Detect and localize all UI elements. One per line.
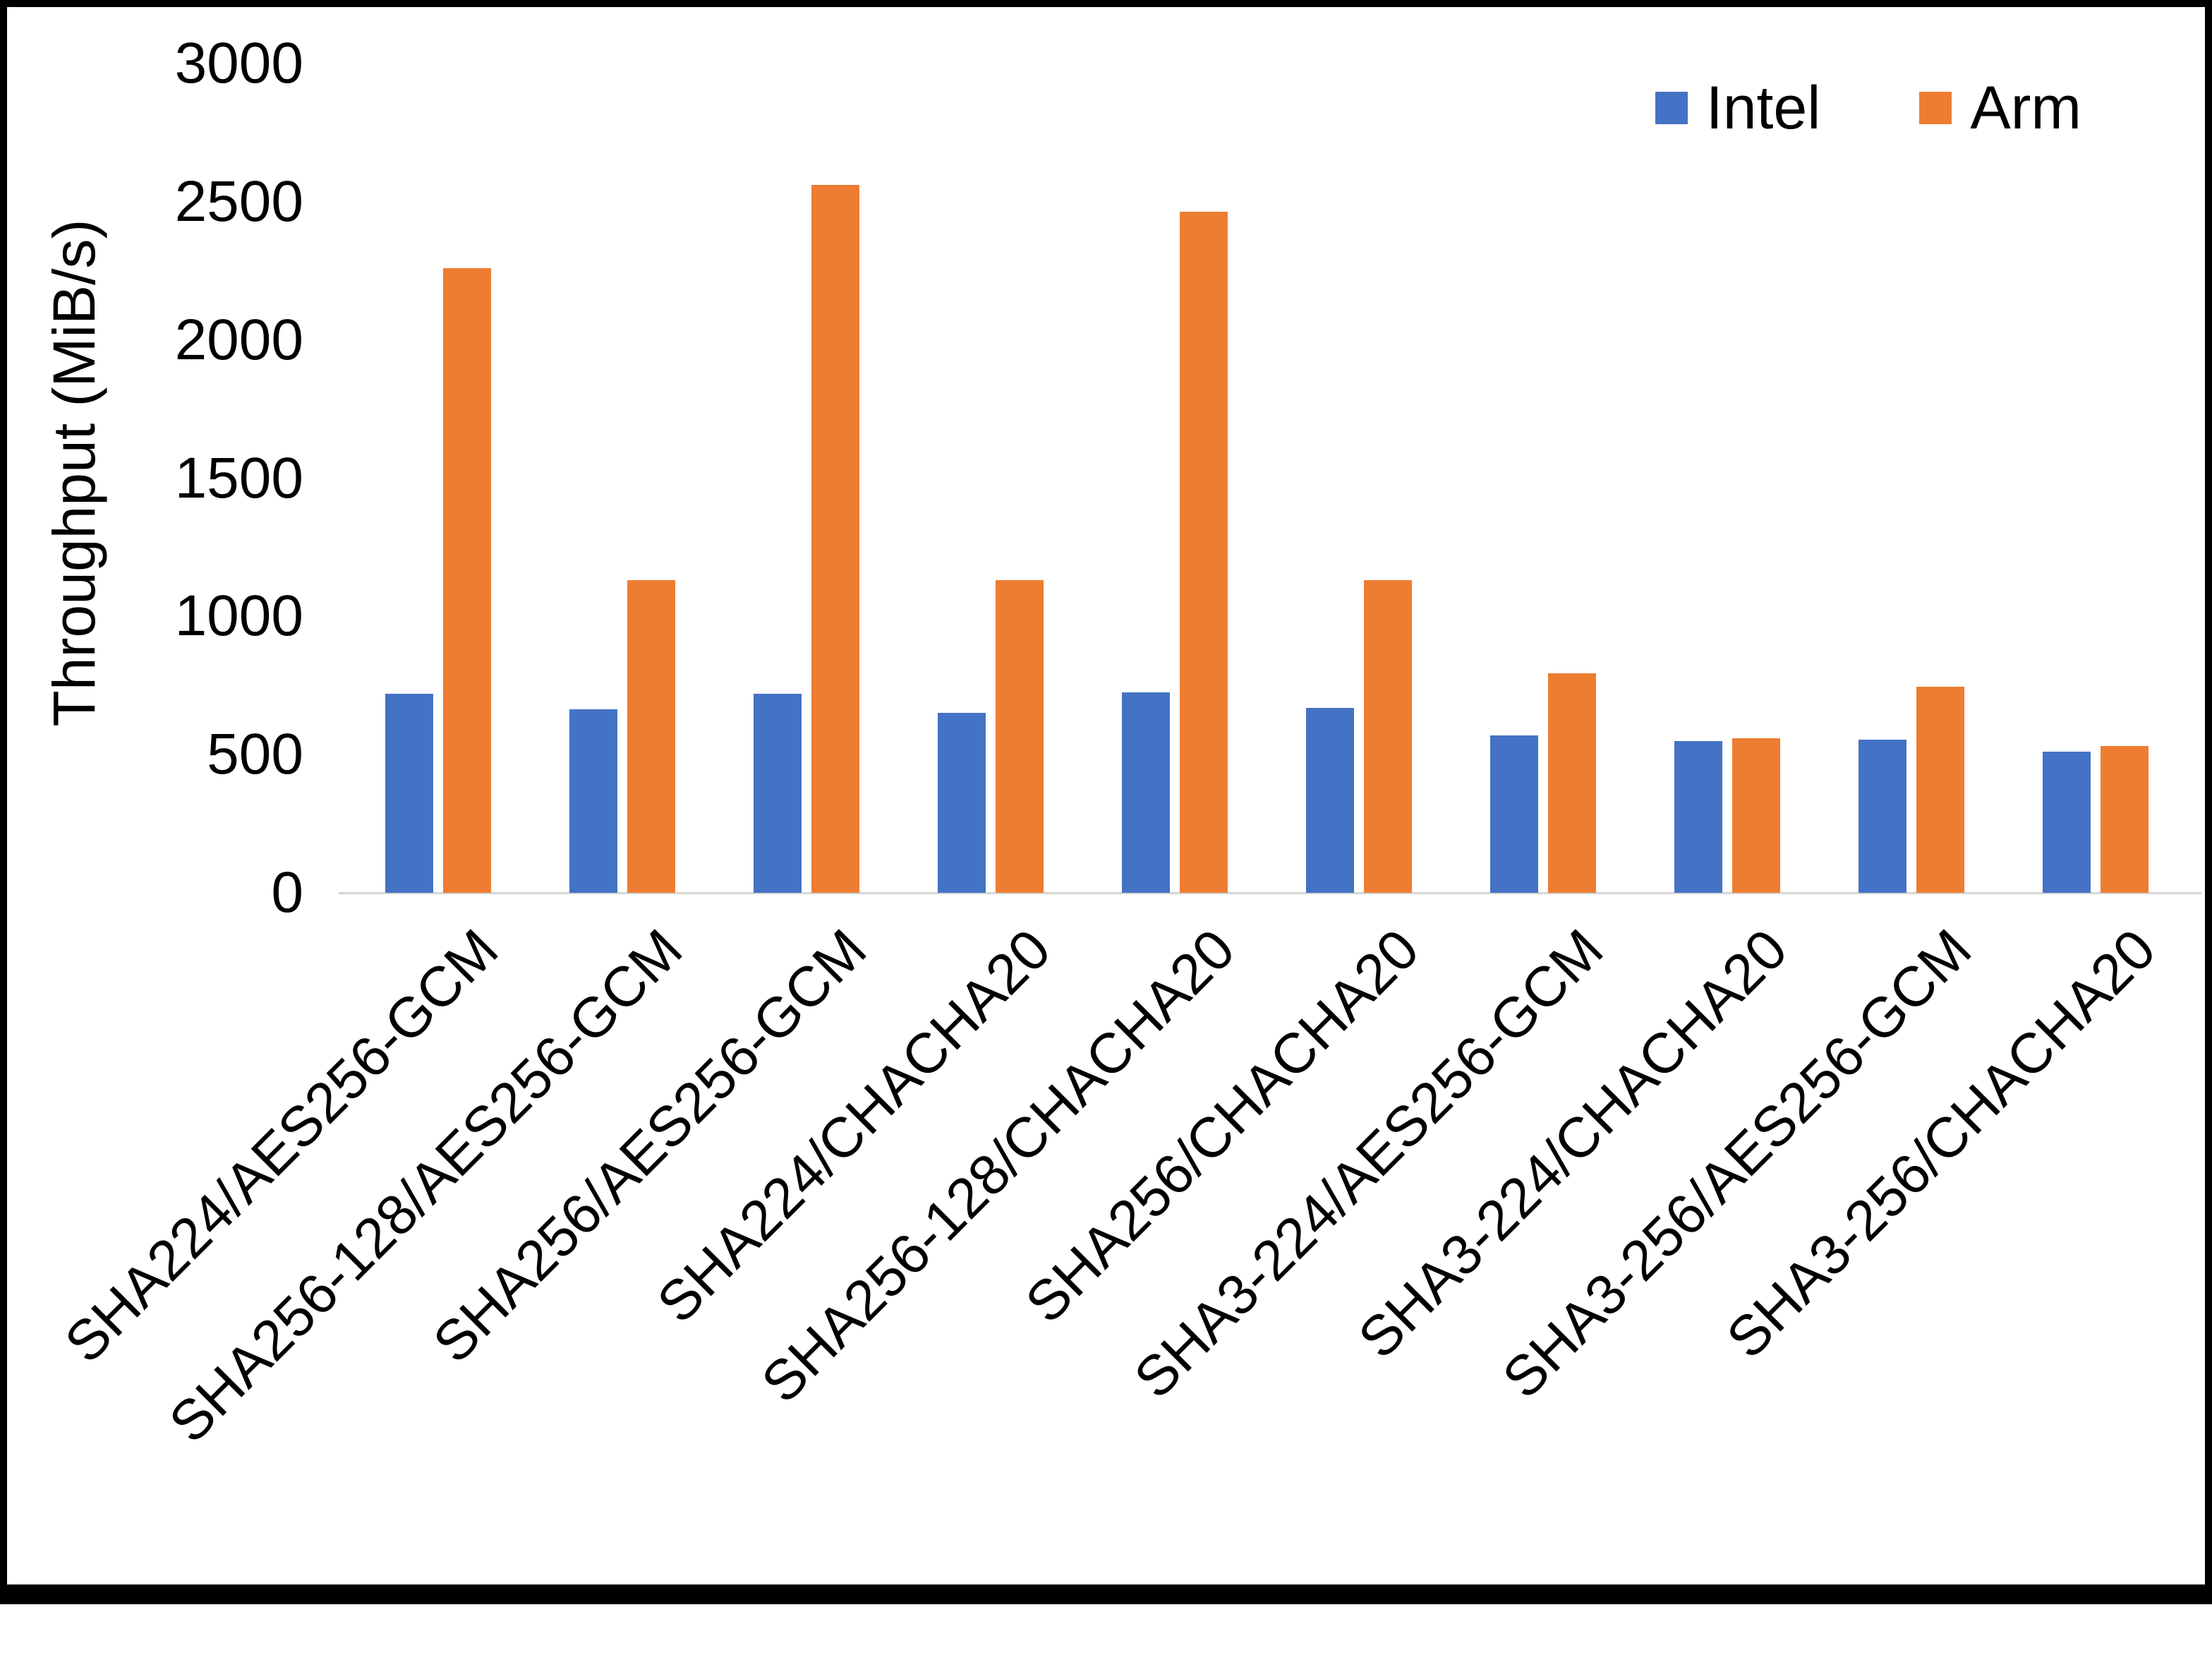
bar-arm — [1547, 673, 1596, 893]
legend-item-intel: Intel — [1655, 74, 1821, 142]
bar-intel — [937, 713, 986, 893]
legend-label: Intel — [1705, 74, 1821, 142]
bar-intel — [1858, 740, 1906, 893]
bar-intel — [1121, 692, 1170, 893]
bar-arm — [442, 268, 491, 893]
x-axis-line — [339, 892, 2201, 894]
bar-intel — [385, 694, 433, 893]
legend-swatch-icon — [1655, 92, 1688, 124]
bar-intel — [1489, 735, 1538, 893]
bar-arm — [811, 185, 859, 893]
bar-intel — [1674, 741, 1722, 893]
bar-arm — [627, 580, 675, 893]
plot-area: Intel Arm — [339, 64, 2201, 894]
legend-item-arm: Arm — [1919, 78, 2081, 138]
legend-swatch-icon — [1919, 92, 1952, 124]
legend: Intel Arm — [1655, 78, 2081, 138]
y-tick-label: 0 — [271, 860, 303, 925]
bar-arm — [1916, 687, 1964, 893]
y-tick-label: 2500 — [174, 169, 303, 234]
bar-intel — [2042, 752, 2091, 893]
bar-intel — [1305, 708, 1354, 893]
y-tick-label: 3000 — [174, 31, 303, 95]
bar-arm — [1363, 580, 1412, 893]
bar-intel — [753, 694, 802, 893]
x-axis-category-labels: SHA224/AES256-GCM SHA256-128/AES256-GCM SH… — [52, 893, 2187, 1584]
legend-label: Arm — [1970, 74, 2081, 142]
bar-intel — [569, 709, 617, 893]
y-tick-label: 1000 — [174, 584, 303, 649]
bar-arm — [1731, 738, 1780, 893]
y-tick-label: 1500 — [174, 445, 303, 510]
y-axis-tick-labels: 0 500 1000 1500 2000 2500 3000 — [92, 35, 303, 922]
bar-chart-figure: Throughput (MiB/s) 0 500 1000 1500 2000 2500 3… — [7, 7, 2205, 1584]
y-tick-label: 2000 — [174, 307, 303, 372]
bar-arm — [2100, 746, 2148, 893]
bar-arm — [1179, 212, 1228, 893]
y-tick-label: 500 — [207, 722, 303, 787]
bar-arm — [995, 580, 1044, 893]
